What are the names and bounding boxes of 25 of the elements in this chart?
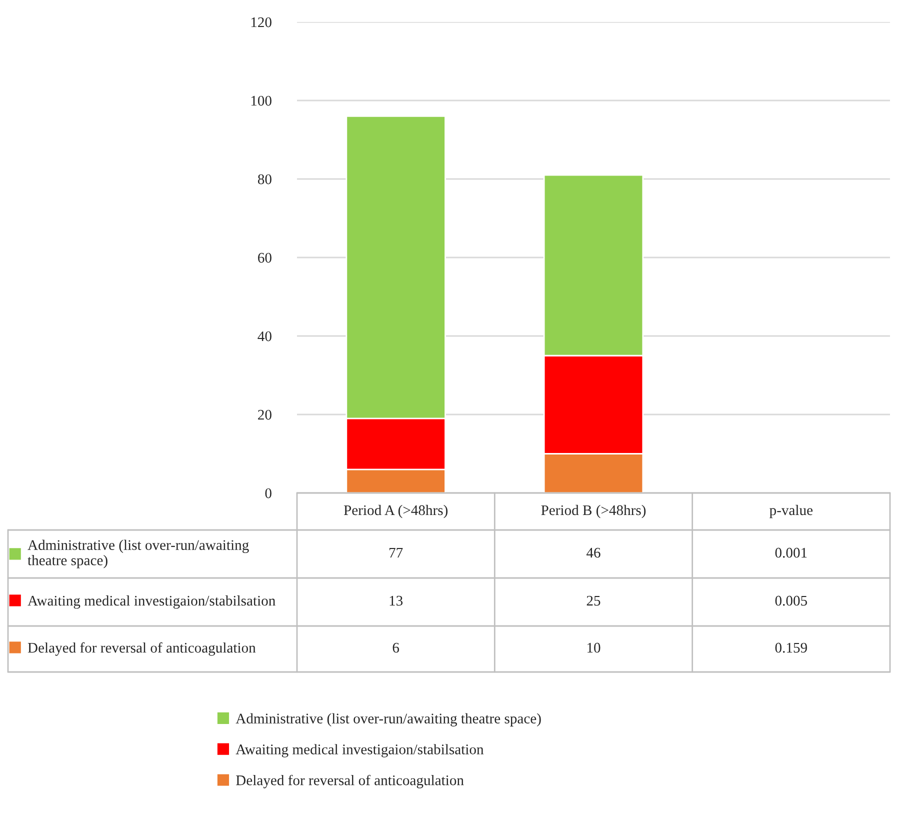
- data-label: 10: [587, 642, 600, 653]
- legend-label: Administrative (list over-run/awaiting theatre space): [28, 540, 249, 568]
- y-tick-label: 20: [258, 410, 272, 420]
- y-tick-label: 100: [251, 96, 272, 106]
- y-tick-label: 120: [251, 17, 272, 28]
- text: Delayed for reversal of anticoagulation: [236, 774, 464, 788]
- legend-label: Awaiting medical investigaion/stabilsation: [28, 595, 276, 609]
- x-tick-label: Period A (>48hrs): [344, 504, 448, 518]
- data-label: 25: [586, 596, 600, 606]
- y-tick-label: 60: [258, 252, 272, 263]
- y-tick-label: 0: [265, 488, 272, 498]
- text: 0.001: [775, 548, 807, 558]
- data-label: 6: [392, 642, 400, 653]
- text: 0.005: [775, 596, 808, 606]
- x-tick-label: Period B (>48hrs): [541, 504, 646, 518]
- text: Awaiting medical investigaion/stabilsation: [236, 744, 484, 758]
- y-tick-label: 80: [258, 174, 272, 184]
- data-label: 77: [390, 548, 403, 558]
- data-label: 13: [390, 596, 403, 606]
- data-label: 46: [586, 548, 600, 558]
- x-tick-label: p-value: [770, 504, 813, 518]
- legend-label: Delayed for reversal of anticoagulation: [28, 642, 256, 656]
- text: Administrative (list over-run/awaiting theatre space): [236, 713, 541, 726]
- y-tick-label: 40: [258, 331, 272, 342]
- text: 0.159: [775, 642, 807, 653]
